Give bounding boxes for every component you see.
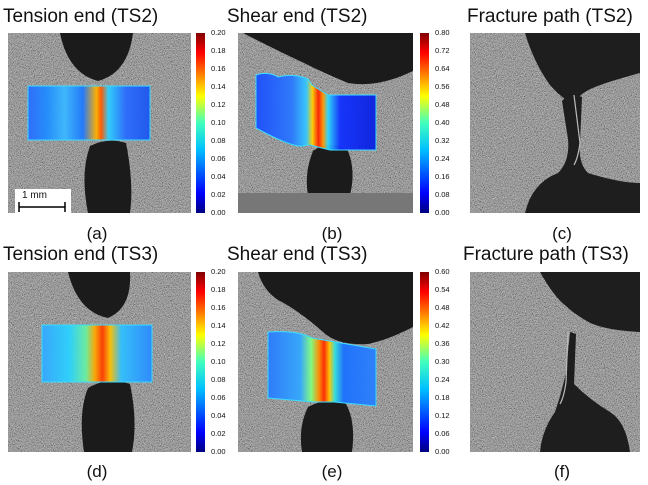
colorbar-a-tick: 0.10 xyxy=(211,118,226,127)
colorbar-e-tick: 0.54 xyxy=(435,285,450,294)
colorbar-a-tick: 0.06 xyxy=(211,154,226,163)
colorbar-e-ticks: 0.60 0.54 0.48 0.42 0.36 0.30 0.24 0.18 0.12 0.06… xyxy=(435,268,461,456)
colorbar-e xyxy=(420,272,429,452)
colorbar-d-tick: 0.00 xyxy=(211,447,226,456)
colorbar-d xyxy=(196,272,205,452)
colorbar-e-tick: 0.36 xyxy=(435,339,450,348)
colorbar-d-tick: 0.10 xyxy=(211,357,226,366)
colorbar-a-tick: 0.08 xyxy=(211,136,226,145)
colorbar-a-tick: 0.16 xyxy=(211,64,226,73)
colorbar-d-tick: 0.12 xyxy=(211,339,226,348)
title-shear-ts3: Shear end (TS3) xyxy=(227,244,368,265)
title-fracture-ts2: Fracture path (TS2) xyxy=(467,6,633,27)
colorbar-e-tick: 0.60 xyxy=(435,267,450,276)
colorbar-d-tick: 0.06 xyxy=(211,393,226,402)
title-shear-ts2: Shear end (TS2) xyxy=(227,6,368,27)
colorbar-e-tick: 0.06 xyxy=(435,429,450,438)
colorbar-b-tick: 0.24 xyxy=(435,154,450,163)
colorbar-d-tick: 0.16 xyxy=(211,303,226,312)
colorbar-e-tick: 0.48 xyxy=(435,303,450,312)
colorbar-d-tick: 0.18 xyxy=(211,285,226,294)
colorbar-b-tick: 0.64 xyxy=(435,64,450,73)
colorbar-b xyxy=(420,33,429,213)
label-b: (b) xyxy=(321,224,343,243)
colorbar-e-tick: 0.30 xyxy=(435,357,450,366)
colorbar-b-tick: 0.08 xyxy=(435,190,450,199)
colorbar-b-tick: 0.40 xyxy=(435,118,450,127)
colorbar-a-tick: 0.18 xyxy=(211,46,226,55)
colorbar-b-ticks: 0.80 0.72 0.64 0.56 0.48 0.40 0.32 0.24 0.16 0.08… xyxy=(435,29,461,217)
colorbar-a-tick: 0.20 xyxy=(211,28,226,37)
title-tension-ts3: Tension end (TS3) xyxy=(3,244,159,265)
colorbar-b-tick: 0.56 xyxy=(435,82,450,91)
title-fracture-ts3: Fracture path (TS3) xyxy=(463,244,629,265)
colorbar-b-tick: 0.72 xyxy=(435,46,450,55)
colorbar-e-tick: 0.00 xyxy=(435,447,450,456)
colorbar-b-tick: 0.32 xyxy=(435,136,450,145)
label-d: (d) xyxy=(86,462,108,481)
colorbar-b-tick: 0.00 xyxy=(435,208,450,217)
panel-d-tension-ts3 xyxy=(8,272,191,452)
panel-a-tension-ts2: 1 mm xyxy=(8,33,191,213)
panel-c-fracture-ts2 xyxy=(470,33,640,213)
colorbar-a-tick: 0.04 xyxy=(211,172,226,181)
colorbar-e-tick: 0.24 xyxy=(435,375,450,384)
colorbar-d-tick: 0.20 xyxy=(211,267,226,276)
colorbar-b-tick: 0.80 xyxy=(435,28,450,37)
panel-b-shear-ts2 xyxy=(238,33,413,213)
colorbar-d-tick: 0.02 xyxy=(211,429,226,438)
scale-bar-label: 1 mm xyxy=(22,190,47,201)
label-c: (c) xyxy=(552,224,572,243)
colorbar-a-tick: 0.12 xyxy=(211,100,226,109)
colorbar-a-tick: 0.00 xyxy=(211,208,226,217)
panel-f-fracture-ts3 xyxy=(470,272,640,452)
label-f: (f) xyxy=(553,462,571,481)
colorbar-d-tick: 0.04 xyxy=(211,411,226,420)
colorbar-b-tick: 0.16 xyxy=(435,172,450,181)
title-tension-ts2: Tension end (TS2) xyxy=(3,6,159,27)
label-e: (e) xyxy=(321,462,343,481)
colorbar-e-tick: 0.18 xyxy=(435,393,450,402)
colorbar-b-tick: 0.48 xyxy=(435,100,450,109)
colorbar-d-tick: 0.14 xyxy=(211,321,226,330)
colorbar-d-tick: 0.08 xyxy=(211,375,226,384)
colorbar-a-tick: 0.02 xyxy=(211,190,226,199)
colorbar-a-tick: 0.14 xyxy=(211,82,226,91)
colorbar-d-ticks: 0.20 0.18 0.16 0.14 0.12 0.10 0.08 0.06 0.04 0.02… xyxy=(211,268,237,456)
panel-e-shear-ts3 xyxy=(238,272,413,452)
label-a: (a) xyxy=(86,224,108,243)
colorbar-e-tick: 0.42 xyxy=(435,321,450,330)
colorbar-a xyxy=(196,33,205,213)
colorbar-a-ticks: 0.20 0.18 0.16 0.14 0.12 0.10 0.08 0.06 0.04 0.02… xyxy=(211,29,237,217)
colorbar-e-tick: 0.12 xyxy=(435,411,450,420)
